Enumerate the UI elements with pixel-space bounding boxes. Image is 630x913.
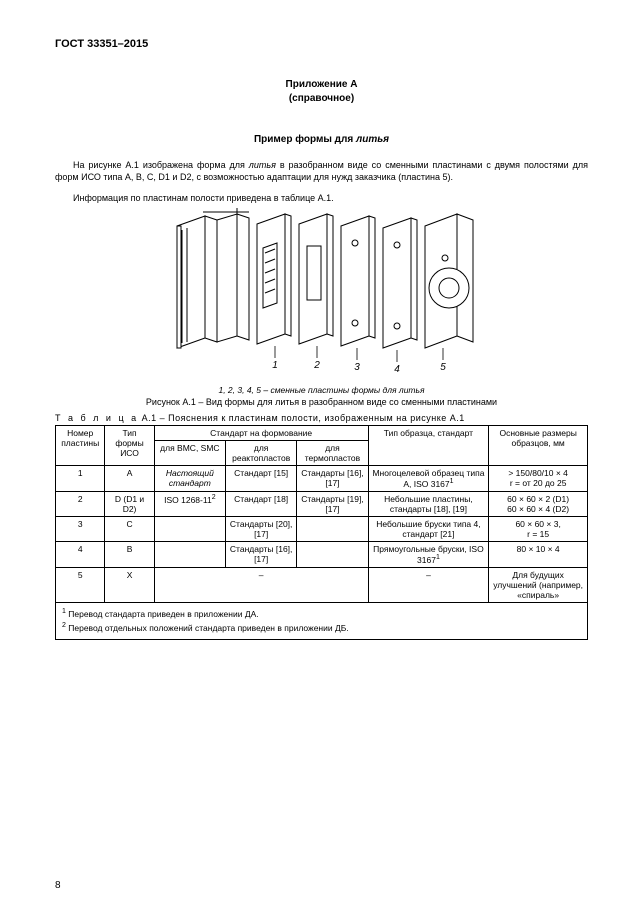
cell-dim: 80 × 10 × 4 (489, 542, 588, 568)
para1-pre: На рисунке А.1 изображена форма для (73, 160, 249, 170)
table-row: 3 C Стандарты [20], [17] Небольшие бруск… (56, 517, 588, 542)
cell-react: – (154, 568, 368, 603)
section-title: Пример формы для литья (55, 134, 588, 145)
cell-type: A (105, 466, 154, 492)
cell-react: Стандарты [16], [17] (226, 542, 297, 568)
cell-type: D (D1 и D2) (105, 492, 154, 517)
table-row: 5 X – – Для будущих улучшений (например,… (56, 568, 588, 603)
table-body: 1 A Настоящий стандарт Стандарт [15] Ста… (56, 466, 588, 639)
cell-spec: – (368, 568, 489, 603)
cell-dim: 60 × 60 × 3, r = 15 (489, 517, 588, 542)
para1-em: литья (249, 160, 276, 170)
cell-type: X (105, 568, 154, 603)
cell-react: Стандарты [20], [17] (226, 517, 297, 542)
fig-label-4: 4 (394, 364, 400, 375)
cell-spec: Прямоугольные бруски, ISO 31671 (368, 542, 489, 568)
th-react: для реактопластов (226, 441, 297, 466)
cell-dim: Для будущих улучшений (например, «спирал… (489, 568, 588, 603)
table-caption-spaced: Т а б л и ц а (55, 413, 139, 423)
table-row: 1 A Настоящий стандарт Стандарт [15] Ста… (56, 466, 588, 492)
cell-bmc: ISO 1268-112 (154, 492, 225, 517)
cell-spec: Небольшие пластины, стандарты [18], [19] (368, 492, 489, 517)
table-row: 4 B Стандарты [16], [17] Прямоугольные б… (56, 542, 588, 568)
footnote-2: 2 Перевод отдельных положений стандарта … (62, 621, 581, 635)
paragraph-2: Информация по пластинам полости приведен… (55, 192, 588, 204)
cell-dim: > 150/80/10 × 4 r = от 20 до 25 (489, 466, 588, 492)
appendix-heading: Приложение А (справочное) (55, 78, 588, 106)
cell-bmc (154, 542, 225, 568)
fig-label-5: 5 (440, 362, 446, 373)
th-plate-number: Номер пластины (56, 426, 105, 466)
table-row: 2 D (D1 и D2) ISO 1268-112 Стандарт [18]… (56, 492, 588, 517)
cell-bmc: Настоящий стандарт (154, 466, 225, 492)
cell-react: Стандарт [18] (226, 492, 297, 517)
cell-react: Стандарт [15] (226, 466, 297, 492)
th-iso-type: Тип формы ИСО (105, 426, 154, 466)
cell-spec: Многоцелевой образец типа A, ISO 31671 (368, 466, 489, 492)
figure-legend: 1, 2, 3, 4, 5 – сменные пластины формы д… (55, 385, 588, 395)
page-number: 8 (55, 880, 61, 891)
figure-legend-text: – сменные пластины формы для литья (261, 385, 425, 395)
page: ГОСТ 33351–2015 Приложение А (справочное… (0, 0, 630, 913)
fig-label-2: 2 (313, 360, 320, 371)
th-standard-group: Стандарт на формование (154, 426, 368, 441)
section-title-pre: Пример формы для (254, 134, 356, 145)
table-caption-rest: А.1 – Пояснения к пластинам полости, изо… (139, 413, 465, 423)
cell-n: 1 (56, 466, 105, 492)
figure-a1: 1 2 3 4 5 1, 2, 3, 4, 5 – сменные пласти… (55, 208, 588, 407)
fig-label-3: 3 (354, 362, 360, 373)
cell-type: B (105, 542, 154, 568)
appendix-line2: (справочное) (55, 92, 588, 106)
cell-n: 3 (56, 517, 105, 542)
th-thermo: для термопластов (297, 441, 368, 466)
cell-thermo: Стандарты [16], [17] (297, 466, 368, 492)
cell-n: 5 (56, 568, 105, 603)
figure-legend-nums: 1, 2, 3, 4, 5 (218, 385, 261, 395)
cell-bmc (154, 517, 225, 542)
fig-label-1: 1 (272, 360, 278, 371)
cell-n: 4 (56, 542, 105, 568)
cell-thermo: Стандарты [19], [17] (297, 492, 368, 517)
cell-thermo (297, 542, 368, 568)
cell-spec: Небольшие бруски типа 4, стандарт [21] (368, 517, 489, 542)
cell-n: 2 (56, 492, 105, 517)
th-dimensions: Основные размеры образцов, мм (489, 426, 588, 466)
table-a1: Номер пластины Тип формы ИСО Стандарт на… (55, 425, 588, 639)
th-specimen: Тип образца, стандарт (368, 426, 489, 466)
table-footnotes: 1 Перевод стандарта приведен в приложени… (56, 603, 588, 639)
cell-thermo (297, 517, 368, 542)
document-id: ГОСТ 33351–2015 (55, 38, 588, 50)
cell-type: C (105, 517, 154, 542)
footnote-1: 1 Перевод стандарта приведен в приложени… (62, 607, 581, 621)
mould-exploded-view-svg: 1 2 3 4 5 (157, 208, 487, 378)
appendix-line1: Приложение А (55, 78, 588, 92)
th-bmc: для BMC, SMC (154, 441, 225, 466)
figure-caption: Рисунок А.1 – Вид формы для литья в разо… (55, 397, 588, 407)
table-caption: Т а б л и ц а А.1 – Пояснения к пластина… (55, 413, 588, 423)
section-title-em: литья (356, 134, 389, 145)
paragraph-1: На рисунке А.1 изображена форма для лить… (55, 159, 588, 183)
cell-dim: 60 × 60 × 2 (D1) 60 × 60 × 4 (D2) (489, 492, 588, 517)
